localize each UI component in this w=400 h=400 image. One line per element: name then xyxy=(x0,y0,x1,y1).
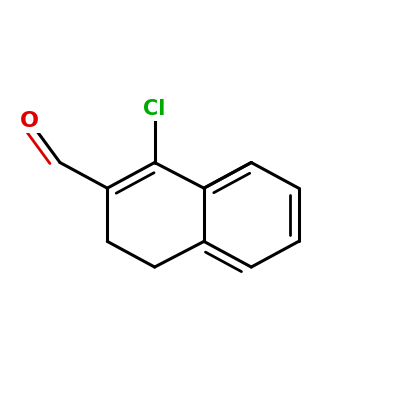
Text: Cl: Cl xyxy=(144,99,166,119)
Text: O: O xyxy=(20,111,39,131)
